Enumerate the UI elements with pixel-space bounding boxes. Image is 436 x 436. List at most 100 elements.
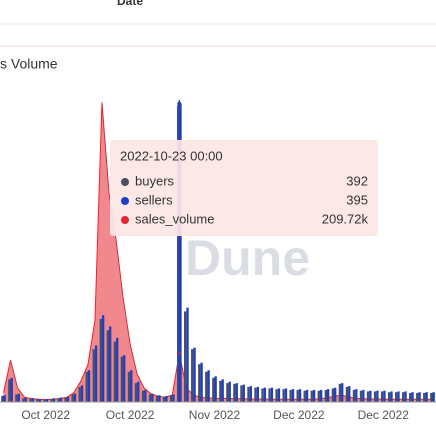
bar xyxy=(275,389,278,402)
bar xyxy=(291,389,295,402)
bar xyxy=(141,390,145,402)
bar xyxy=(263,387,267,402)
bar xyxy=(3,395,6,402)
legend-label: sellers xyxy=(135,192,173,207)
bar xyxy=(233,383,236,402)
bar xyxy=(205,371,208,402)
bar xyxy=(38,398,42,402)
bar xyxy=(50,398,53,402)
bar xyxy=(212,377,215,402)
bar xyxy=(411,392,414,402)
bar xyxy=(327,389,330,402)
bar xyxy=(303,390,306,402)
bar xyxy=(228,381,231,402)
bar xyxy=(87,370,91,402)
bar xyxy=(289,389,292,402)
bar xyxy=(331,388,335,402)
bar xyxy=(85,371,88,402)
bar xyxy=(430,392,433,402)
chart-title: s Volume xyxy=(0,56,58,72)
bar xyxy=(78,386,81,402)
bar xyxy=(101,315,105,402)
bar xyxy=(80,385,84,402)
bar xyxy=(362,389,365,402)
bar xyxy=(324,389,327,402)
bar xyxy=(409,392,412,402)
bar xyxy=(298,389,302,402)
bar xyxy=(383,390,386,402)
bar xyxy=(268,388,271,402)
bar xyxy=(214,376,217,402)
bar xyxy=(226,383,229,402)
bar xyxy=(8,379,11,402)
bar xyxy=(29,398,32,402)
tooltip-value: 209.72k xyxy=(322,211,369,226)
bar xyxy=(380,391,384,402)
bar xyxy=(242,384,245,402)
bar xyxy=(120,356,124,402)
bar xyxy=(397,391,400,402)
bar xyxy=(66,396,70,402)
bar xyxy=(317,390,320,402)
bar xyxy=(179,103,182,403)
bar xyxy=(165,395,168,402)
bar xyxy=(387,392,391,402)
bar xyxy=(92,349,95,402)
bar xyxy=(425,392,428,402)
bar xyxy=(319,389,323,402)
bar xyxy=(22,398,25,402)
bar xyxy=(193,347,196,402)
tooltip-value: 392 xyxy=(346,173,368,188)
x-tick-label: Dec 2022 xyxy=(358,408,410,422)
bar xyxy=(186,307,189,402)
bar xyxy=(43,399,46,402)
bar xyxy=(254,387,257,402)
bar xyxy=(312,389,316,402)
bar xyxy=(247,386,250,402)
bar xyxy=(134,383,138,402)
bar xyxy=(64,397,67,402)
tooltip-title: 2022-10-23 00:00 xyxy=(120,148,223,163)
bar xyxy=(423,392,426,402)
bar xyxy=(219,380,222,402)
bar xyxy=(71,394,74,402)
bar xyxy=(348,386,351,402)
bar xyxy=(73,393,77,402)
bar xyxy=(296,389,299,402)
bar xyxy=(334,387,337,402)
bar xyxy=(36,398,39,402)
bar xyxy=(402,392,405,402)
plot: Oct 2022 Oct 2022 Nov 2022 Dec 2022 Dec 2022 xyxy=(0,101,436,422)
bar xyxy=(17,393,20,402)
bar xyxy=(432,392,435,402)
legend-dot xyxy=(121,216,129,224)
bar xyxy=(172,394,175,402)
bar xyxy=(24,397,27,402)
watermark: Dune xyxy=(185,230,310,286)
bar xyxy=(158,395,161,402)
x-tick-label: Dec 2022 xyxy=(273,408,325,422)
bar xyxy=(123,355,126,402)
bar xyxy=(369,390,372,402)
table-header: Date xyxy=(117,0,143,8)
bar xyxy=(404,391,407,402)
bar xyxy=(113,341,117,402)
bar xyxy=(418,392,421,402)
bar xyxy=(1,395,4,402)
bar xyxy=(282,389,285,402)
bar xyxy=(151,393,154,402)
legend-label: sales_volume xyxy=(135,211,215,226)
x-tick-label: Nov 2022 xyxy=(189,408,241,422)
bar xyxy=(256,386,260,402)
bar xyxy=(345,386,349,402)
bar xyxy=(59,397,63,402)
bar xyxy=(416,392,419,402)
bar xyxy=(15,394,18,402)
bar xyxy=(116,337,119,402)
bar xyxy=(106,330,109,402)
bar xyxy=(130,370,133,402)
bar xyxy=(359,390,363,402)
bar xyxy=(184,311,187,402)
bar xyxy=(162,396,166,402)
